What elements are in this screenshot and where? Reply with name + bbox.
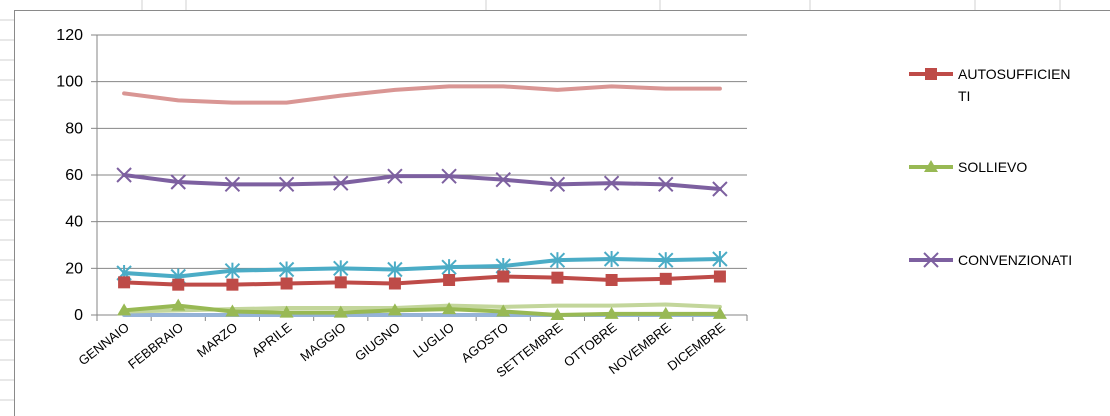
data-point-triangle xyxy=(496,304,511,317)
data-point-square xyxy=(388,277,401,290)
data-point-star xyxy=(712,251,728,267)
data-point-square xyxy=(443,274,456,286)
data-point-star xyxy=(387,261,403,278)
y-tick-label: 60 xyxy=(65,167,83,184)
data-point-x xyxy=(441,168,457,184)
data-point-square xyxy=(280,277,293,290)
data-point-triangle xyxy=(442,302,457,315)
data-point-triangle xyxy=(658,306,673,319)
marker-stroke xyxy=(658,176,674,193)
legend-entry: CONVENZIONATI xyxy=(909,252,1072,268)
marker-stroke xyxy=(333,175,349,191)
data-point-star xyxy=(658,252,674,269)
legend-label-line: TI xyxy=(958,88,970,104)
legend-label: SOLLIEVO xyxy=(958,159,1027,175)
x-category-label: MAGGIO xyxy=(297,320,348,365)
marker-stroke xyxy=(387,168,403,184)
data-point-x xyxy=(603,175,620,191)
data-point-star xyxy=(441,259,457,276)
data-point-square xyxy=(118,276,131,289)
marker-stroke xyxy=(224,176,241,193)
legend-label: AUTOSUFFICIEN TI xyxy=(958,66,1071,104)
series-line xyxy=(122,173,722,191)
line-chart[interactable]: 0 20 40 60 80 100 120 GENNAIO FEBBRAIO MARZO APRIL… xyxy=(14,10,1110,416)
y-tick-label: 80 xyxy=(65,120,83,137)
data-point-star xyxy=(278,261,295,278)
data-point-square xyxy=(497,270,510,283)
y-tick-label: 120 xyxy=(56,27,83,44)
data-point-triangle xyxy=(387,303,402,316)
data-point-x xyxy=(278,176,295,193)
legend-entry: AUTOSUFFICIEN TI xyxy=(909,66,1071,104)
data-point-square xyxy=(551,271,564,284)
data-point-square xyxy=(226,278,239,291)
data-point-square xyxy=(334,276,347,289)
marker-stroke xyxy=(441,168,457,184)
y-tick-label: 40 xyxy=(65,214,83,231)
x-category-label: FEBBRAIO xyxy=(125,320,186,372)
data-point-x xyxy=(387,168,403,184)
data-point-triangle xyxy=(171,298,186,311)
x-category-label: APRILE xyxy=(249,319,295,359)
legend-label-line: AUTOSUFFICIEN xyxy=(958,66,1071,82)
y-tick-label: 0 xyxy=(74,307,83,324)
series-unlabeled-3 xyxy=(116,251,728,285)
marker-stroke xyxy=(603,175,620,191)
legend-entry: SOLLIEVO xyxy=(909,159,1027,175)
data-point-x xyxy=(333,175,349,191)
data-point-x xyxy=(170,174,186,190)
data-point-x xyxy=(712,181,728,197)
data-point-triangle xyxy=(712,306,727,319)
series-sollievo xyxy=(117,298,727,320)
data-point-square xyxy=(925,68,937,80)
data-point-x xyxy=(549,176,566,193)
marker-stroke xyxy=(549,176,566,193)
x-category-label: LUGLIO xyxy=(410,320,457,361)
data-point-triangle xyxy=(604,306,619,319)
marker-stroke xyxy=(495,171,511,188)
legend-label: CONVENZIONATI xyxy=(958,252,1072,268)
y-tick-label: 20 xyxy=(65,260,83,277)
series-line xyxy=(122,274,722,287)
series-line xyxy=(122,303,722,317)
data-point-triangle xyxy=(550,308,565,320)
data-point-square xyxy=(659,272,672,285)
data-point-triangle xyxy=(279,305,294,318)
x-category-label: AGOSTO xyxy=(458,320,511,366)
data-point-x xyxy=(658,176,674,193)
data-point-x xyxy=(495,171,511,188)
series-autosufficienti xyxy=(118,270,726,291)
x-category-label: DICEMBRE xyxy=(664,319,728,373)
data-point-square xyxy=(713,270,726,283)
series-line xyxy=(122,84,722,105)
data-point-triangle xyxy=(117,303,132,316)
marker-stroke xyxy=(923,252,939,268)
y-tick-label: 100 xyxy=(56,74,83,91)
data-point-triangle xyxy=(924,160,938,172)
data-point-star xyxy=(603,251,620,267)
data-point-x xyxy=(116,167,132,183)
marker-stroke xyxy=(170,174,186,190)
data-point-square xyxy=(172,278,185,291)
data-point-triangle xyxy=(225,304,240,317)
marker-stroke xyxy=(712,181,728,197)
x-category-label: MARZO xyxy=(194,320,240,361)
marker-stroke xyxy=(116,167,132,183)
series-unlabeled-4 xyxy=(122,84,722,105)
data-point-star xyxy=(333,260,349,277)
data-point-star xyxy=(224,262,241,279)
data-point-triangle xyxy=(333,305,348,318)
x-category-label: GIUGNO xyxy=(352,320,403,364)
data-point-square xyxy=(605,274,618,286)
series-convenzionati xyxy=(116,167,728,197)
series-line xyxy=(122,257,722,279)
data-point-star xyxy=(549,252,566,269)
data-point-x xyxy=(224,176,241,193)
x-category-label: GENNAIO xyxy=(75,320,131,369)
marker-stroke xyxy=(278,176,295,193)
data-point-x xyxy=(923,252,939,268)
